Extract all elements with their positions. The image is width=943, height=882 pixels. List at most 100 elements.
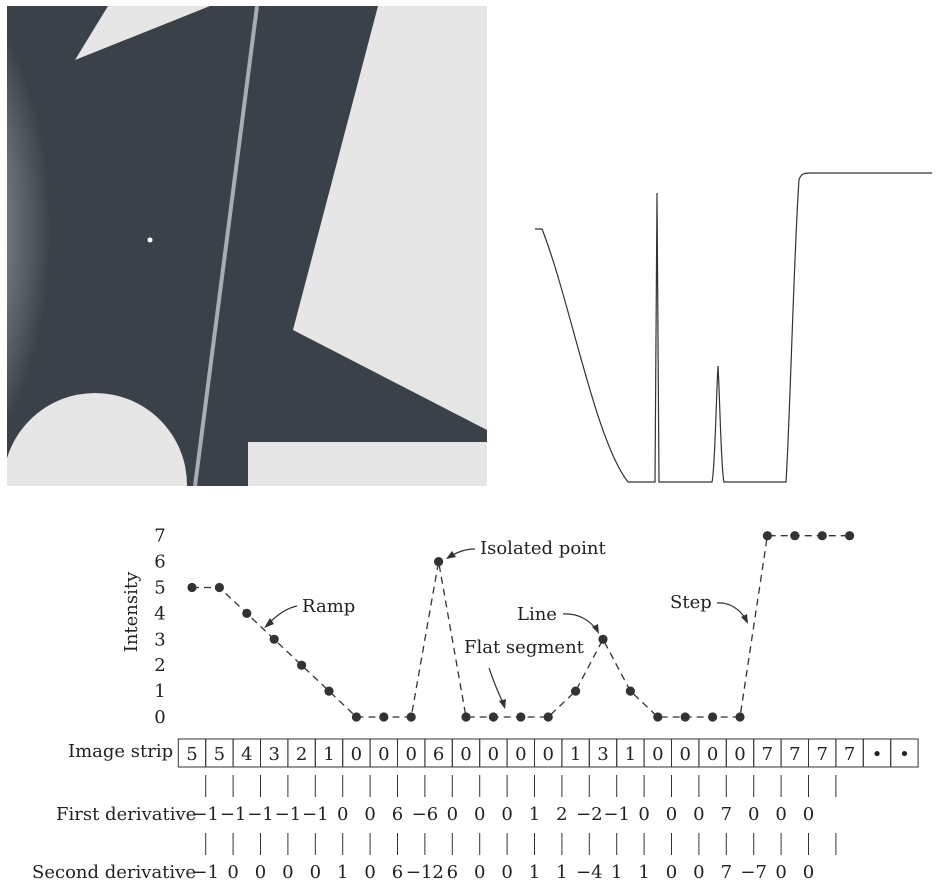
derivative-value: 1	[529, 862, 540, 882]
derivative-value: 0	[227, 862, 238, 882]
derivative-value: 6	[392, 862, 403, 882]
series-line	[192, 535, 850, 718]
derivative-value: 1	[529, 804, 540, 825]
isolated-point-arrowhead	[446, 551, 456, 559]
ramp-label: Ramp	[302, 596, 355, 617]
derivative-value: −1	[247, 804, 274, 825]
data-point	[242, 608, 252, 619]
first-derivative-label: First derivative	[56, 804, 196, 825]
step-label: Step	[670, 592, 712, 613]
step-arrowhead	[741, 614, 748, 624]
strip-cell-value: 0	[460, 744, 471, 765]
derivative-value: 0	[803, 804, 814, 825]
strip-cell-value: 3	[597, 744, 608, 765]
data-point	[790, 531, 800, 541]
strip-cell-value: 4	[241, 744, 252, 765]
derivative-value: 0	[501, 862, 512, 882]
strip-cell-value: 0	[488, 744, 499, 765]
strip-cell-value: 0	[515, 744, 526, 765]
strip-cell-value: 2	[296, 744, 307, 765]
derivative-value: 0	[775, 804, 786, 825]
derivative-value: 0	[364, 862, 375, 882]
strip-cell-value: 0	[378, 744, 389, 765]
data-point	[434, 557, 444, 567]
derivative-value: −4	[576, 862, 603, 882]
derivative-value: 1	[638, 862, 649, 882]
data-point	[297, 660, 307, 670]
derivative-value: 0	[666, 862, 677, 882]
derivative-value: 0	[447, 804, 458, 825]
intensity-profile	[535, 172, 932, 483]
derivative-value: 0	[803, 862, 814, 882]
y-tick-label: 7	[154, 526, 165, 547]
derivative-value: 7	[721, 804, 732, 825]
strip-cell-value: 1	[323, 744, 334, 765]
strip-cell-value: •	[872, 744, 883, 765]
isolated-point-label: Isolated point	[480, 538, 607, 559]
y-tick-label: 3	[154, 629, 165, 650]
strip-cell-value: 0	[405, 744, 416, 765]
data-point	[351, 712, 361, 722]
second-derivative-row: −1 0 0 0 0 1 0 6 −12 6 0 0 1 1 −4 1 1 0 0 7 −7 0 0	[192, 833, 837, 882]
derivative-value: 0	[282, 862, 293, 882]
line-label: Line	[517, 604, 557, 625]
strip-cell-value: 5	[214, 744, 225, 765]
intensity-chart: Intensity 0 1 2 3 4 5 6 7	[121, 526, 855, 728]
derivative-value: −1	[220, 804, 247, 825]
derivative-value: 0	[775, 862, 786, 882]
strip-cell-value: 5	[186, 744, 197, 765]
derivative-value: 0	[364, 804, 375, 825]
second-derivative-label: Second derivative	[32, 862, 196, 882]
derivative-value: 0	[474, 862, 485, 882]
y-axis-label: Intensity	[121, 571, 142, 652]
data-point	[817, 531, 827, 541]
strip-cell-value: 0	[734, 744, 745, 765]
derivative-value: −1	[275, 804, 302, 825]
data-point	[845, 531, 855, 541]
derivative-value: −1	[192, 804, 219, 825]
strip-cell-value: •	[899, 744, 910, 765]
synthetic-image	[7, 6, 487, 486]
annotations: Ramp Isolated point Line Flat segment St…	[264, 538, 748, 709]
derivative-value: −2	[576, 804, 603, 825]
data-point	[406, 712, 416, 722]
data-point	[488, 712, 498, 722]
strip-cell-value: 3	[268, 744, 279, 765]
data-point	[269, 634, 279, 644]
flat-segment-label: Flat segment	[464, 637, 585, 658]
derivative-value: 7	[721, 862, 732, 882]
image-strip: 5 5 4 3 2 1 0 0 0 6 0 0 0 0 1 3 1 0 0 0 0 7 7 7 7 • •	[177, 738, 919, 768]
derivative-value: −6	[412, 804, 439, 825]
data-point	[543, 712, 553, 722]
data-point	[379, 712, 389, 722]
first-derivative-row: −1 −1 −1 −1 −1 0 0 6 −6 0 0 0 1 2 −2 −1 0 0 0 7 0 0 0	[192, 775, 837, 825]
derivative-value: −12	[406, 862, 444, 882]
derivative-value: 1	[337, 862, 348, 882]
derivative-value: −7	[740, 862, 767, 882]
strip-cell-value: 1	[625, 744, 636, 765]
strip-cell-value: 7	[816, 744, 827, 765]
strip-cell-value: 0	[652, 744, 663, 765]
data-point	[598, 634, 608, 644]
data-point	[324, 686, 334, 696]
y-tick-label: 5	[154, 578, 165, 599]
derivative-value: 0	[501, 804, 512, 825]
derivative-value: 0	[310, 862, 321, 882]
line-arrowhead	[592, 624, 599, 634]
derivative-value: 1	[556, 862, 567, 882]
derivative-value: 6	[447, 862, 458, 882]
strip-cell	[890, 738, 919, 768]
data-point	[214, 582, 224, 593]
derivative-value: 2	[556, 804, 567, 825]
strip-cell-value: 7	[789, 744, 800, 765]
derivative-value: 6	[392, 804, 403, 825]
strip-cell-value: 7	[844, 744, 855, 765]
y-tick-label: 6	[154, 552, 165, 573]
derivative-value: −1	[603, 804, 630, 825]
strip-cell-value: 7	[762, 744, 773, 765]
strip-cell-value: 0	[351, 744, 362, 765]
derivative-value: 0	[748, 804, 759, 825]
image-strip-label: Image strip	[68, 741, 173, 762]
flat-segment-arrow	[488, 667, 504, 704]
